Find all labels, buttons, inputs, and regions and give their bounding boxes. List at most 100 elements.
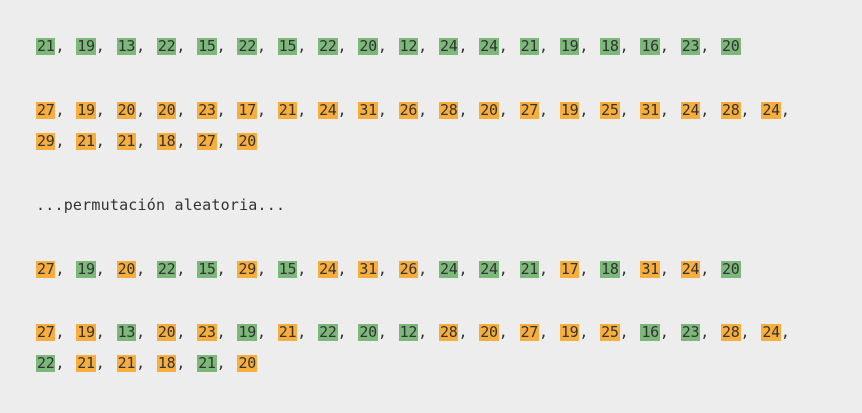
- sequence-item: 31,: [358, 254, 398, 285]
- sequence-item: 23,: [680, 31, 721, 62]
- value-chip-green: 15: [197, 260, 217, 278]
- value-chip-orange: 20: [479, 101, 499, 119]
- sequence-item: 24,: [318, 254, 358, 285]
- value-chip-green: 19: [559, 37, 580, 55]
- value-chip-orange: 19: [76, 323, 96, 341]
- value-chip-green: 18: [600, 260, 620, 278]
- sequence-item: 24,: [761, 317, 801, 348]
- sequence-item: 21,: [277, 317, 318, 348]
- separator-comma: ,: [780, 323, 790, 341]
- separator-comma: ,: [780, 101, 790, 119]
- separator-comma: ,: [136, 354, 146, 372]
- value-chip-orange: 17: [559, 260, 580, 278]
- sequence-item: 18,: [156, 126, 197, 157]
- value-chip-green: 12: [398, 323, 419, 341]
- sequence-item: 12,: [398, 31, 439, 62]
- sequence-item: 24,: [761, 95, 801, 126]
- sequence-item: 28,: [721, 317, 761, 348]
- sequence-item: 31,: [640, 254, 680, 285]
- separator-comma: ,: [377, 37, 387, 55]
- separator-comma: ,: [619, 323, 629, 341]
- value-chip-orange: 20: [116, 260, 137, 278]
- sequence-item: 29,: [36, 126, 76, 157]
- sequence-item: 24,: [438, 254, 479, 285]
- separator-comma: ,: [337, 101, 347, 119]
- separator-comma: ,: [256, 37, 266, 55]
- separator-comma: ,: [659, 101, 669, 119]
- sequence-item: 23,: [197, 317, 237, 348]
- sequence-item: 17,: [559, 254, 600, 285]
- value-chip-orange: 20: [237, 354, 257, 372]
- separator-comma: ,: [176, 101, 186, 119]
- value-chip-orange: 27: [36, 323, 56, 341]
- separator-comma: ,: [659, 37, 669, 55]
- value-chip-orange: 28: [721, 323, 741, 341]
- separator-comma: ,: [55, 101, 65, 119]
- value-chip-green: 24: [479, 37, 499, 55]
- separator-comma: ,: [579, 323, 589, 341]
- separator-comma: ,: [418, 260, 428, 278]
- number-sequence: 27, 19, 20, 20, 23, 17, 21, 24, 31, 26, 28, 20, 27, 1…: [36, 95, 808, 157]
- separator-comma: ,: [418, 101, 428, 119]
- value-chip-orange: 23: [197, 323, 217, 341]
- separator-comma: ,: [539, 260, 549, 278]
- value-chip-orange: 28: [438, 323, 459, 341]
- separator-comma: ,: [216, 354, 226, 372]
- value-chip-orange: 25: [600, 323, 620, 341]
- sequence-item: 27,: [519, 317, 560, 348]
- sequence-item: 15,: [277, 254, 318, 285]
- sequence-item: 21,: [116, 348, 157, 379]
- value-chip-orange: 28: [721, 101, 741, 119]
- sequence-item: 19,: [559, 95, 600, 126]
- value-chip-orange: 20: [116, 101, 137, 119]
- separator-comma: ,: [498, 260, 508, 278]
- separator-comma: ,: [418, 323, 428, 341]
- value-chip-orange: 31: [640, 101, 660, 119]
- value-chip-orange: 20: [156, 323, 177, 341]
- sequence-item: 19,: [559, 31, 600, 62]
- sequence-item: 24,: [438, 31, 479, 62]
- separator-comma: ,: [579, 101, 589, 119]
- value-chip-green: 20: [358, 323, 378, 341]
- separator-comma: ,: [579, 37, 589, 55]
- value-chip-green: 22: [156, 260, 177, 278]
- sequence-item: 27,: [36, 317, 76, 348]
- separator-comma: ,: [216, 101, 226, 119]
- value-chip-green: 22: [237, 37, 257, 55]
- separator-comma: ,: [95, 354, 105, 372]
- separator-comma: ,: [136, 323, 146, 341]
- sequence-item: 19,: [76, 95, 116, 126]
- sequence-item: 18,: [600, 254, 640, 285]
- value-chip-orange: 20: [237, 132, 257, 150]
- separator-comma: ,: [95, 260, 105, 278]
- separator-comma: ,: [377, 323, 387, 341]
- sequence-item: 13,: [116, 31, 157, 62]
- sequence-item: 22,: [318, 31, 358, 62]
- value-chip-orange: 27: [519, 101, 540, 119]
- value-chip-green: 22: [156, 37, 177, 55]
- sequence-item: 22,: [318, 317, 358, 348]
- value-chip-orange: 20: [156, 101, 177, 119]
- value-chip-orange: 24: [318, 101, 338, 119]
- separator-comma: ,: [659, 260, 669, 278]
- sequence-item: 24,: [680, 254, 721, 285]
- value-chip-orange: 27: [519, 323, 540, 341]
- separator-comma: ,: [216, 323, 226, 341]
- separator-comma: ,: [176, 354, 186, 372]
- sequence-item: 20,: [358, 317, 398, 348]
- value-chip-orange: 23: [197, 101, 217, 119]
- value-chip-orange: 25: [600, 101, 620, 119]
- value-chip-green: 22: [318, 37, 338, 55]
- separator-comma: ,: [176, 132, 186, 150]
- number-sequence: 27, 19, 13, 20, 23, 19, 21, 22, 20, 12, 28, 20, 27, 1…: [36, 317, 808, 379]
- separator-comma: ,: [377, 101, 387, 119]
- value-chip-orange: 19: [76, 101, 96, 119]
- sequence-item: 21,: [277, 95, 318, 126]
- separator-comma: ,: [337, 37, 347, 55]
- sequence-item: 27,: [36, 95, 76, 126]
- sequence-item: 21,: [519, 254, 560, 285]
- value-chip-green: 15: [277, 37, 298, 55]
- sequence-item: 20,: [156, 95, 197, 126]
- separator-comma: ,: [95, 323, 105, 341]
- separator-comma: ,: [136, 260, 146, 278]
